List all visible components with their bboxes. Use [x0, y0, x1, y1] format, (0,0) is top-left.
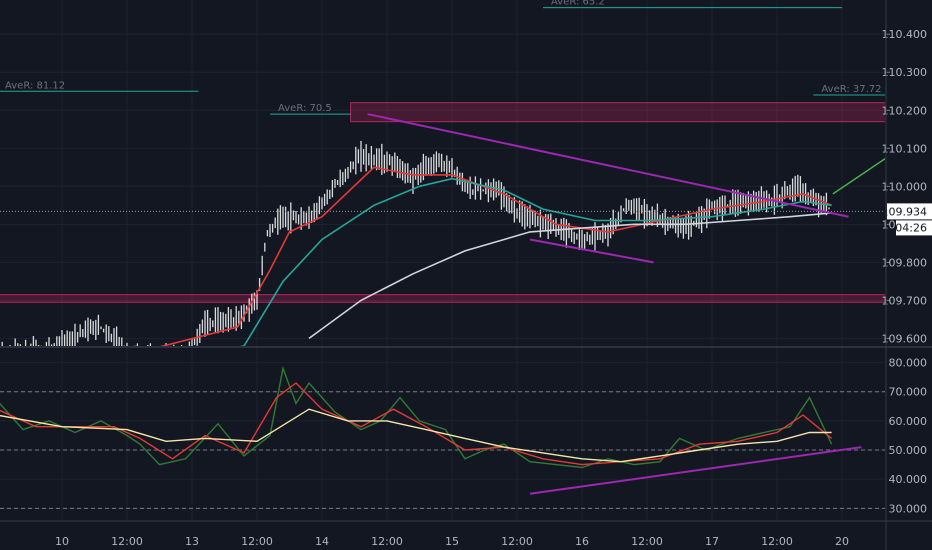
- svg-text:AveR: 81.12: AveR: 81.12: [5, 80, 65, 91]
- aver-label[interactable]: AveR: 70.5: [270, 103, 351, 115]
- time-tick-label: 20: [835, 535, 849, 548]
- time-tick-label: 10: [55, 535, 69, 548]
- svg-text:AveR: 65.2: AveR: 65.2: [551, 0, 605, 8]
- aver-label[interactable]: AveR: 81.12: [0, 80, 199, 92]
- time-tick-label: 13: [185, 535, 199, 548]
- rsi-tick-label: 80.000: [889, 357, 928, 370]
- last-price-badge: 109.934: [882, 203, 932, 220]
- time-axis[interactable]: 10 12:00 13 12:00 14 12:00 15 12:00 16 12:00 17 12:…: [55, 535, 849, 548]
- rsi-tick-label: 60.000: [889, 415, 928, 428]
- time-tick-label: 12:00: [631, 535, 663, 548]
- time-tick-label: 17: [705, 535, 719, 548]
- rsi-tick-label: 40.000: [889, 473, 928, 486]
- moving-average-line[interactable]: [308, 212, 832, 340]
- svg-text:AveR: 37.72: AveR: 37.72: [821, 84, 881, 95]
- resistance-zone[interactable]: [0, 294, 932, 303]
- price-tick-label: 109.700: [882, 294, 928, 307]
- resistance-zone[interactable]: [350, 102, 932, 123]
- rsi-tick-label: 70.000: [889, 386, 928, 399]
- rsi-panel[interactable]: [0, 362, 885, 509]
- aver-label[interactable]: AveR: 65.2: [543, 0, 842, 9]
- time-tick-label: 12:00: [241, 535, 273, 548]
- oscillator-line[interactable]: [0, 365, 833, 469]
- time-tick-label: 12:00: [761, 535, 793, 548]
- time-tick-label: 14: [315, 535, 329, 548]
- time-tick-label: 12:00: [501, 535, 533, 548]
- time-tick-label: 15: [445, 535, 459, 548]
- price-axis[interactable]: 110.400 110.300 110.200 110.100 110.000 109.9…: [882, 28, 932, 345]
- price-tick-label: 110.000: [882, 180, 928, 193]
- aver-label[interactable]: AveR: 37.72: [813, 84, 932, 96]
- candles[interactable]: [0, 140, 830, 373]
- trendline[interactable]: [529, 238, 654, 264]
- oscillator-line[interactable]: [0, 382, 833, 466]
- rsi-tick-label: 30.000: [889, 502, 928, 515]
- time-tick-label: 12:00: [371, 535, 403, 548]
- price-tick-label: 110.400: [882, 28, 928, 41]
- time-tick-label: 16: [575, 535, 589, 548]
- rsi-axis[interactable]: 80.000 70.000 60.000 50.000 40.000 30.000: [889, 357, 928, 516]
- moving-average-line[interactable]: [0, 166, 832, 353]
- svg-text:04:26: 04:26: [895, 221, 927, 234]
- moving-average-line[interactable]: [0, 177, 832, 369]
- trendline[interactable]: [367, 113, 849, 218]
- price-tick-label: 109.800: [882, 256, 928, 269]
- vertical-gridlines: [61, 0, 843, 520]
- price-tick-label: 110.200: [882, 104, 928, 117]
- rsi-tick-label: 50.000: [889, 444, 928, 457]
- trendline[interactable]: [529, 446, 862, 495]
- price-tick-label: 110.100: [882, 142, 928, 155]
- price-tick-label: 110.300: [882, 66, 928, 79]
- oscillator-line[interactable]: [0, 408, 832, 463]
- projection-arrow[interactable]: [832, 148, 901, 195]
- price-tick-label: 109.600: [882, 332, 928, 345]
- svg-text:109.934: 109.934: [882, 205, 928, 218]
- time-tick-label: 12:00: [111, 535, 143, 548]
- bar-countdown: 04:26: [895, 220, 932, 236]
- svg-text:AveR: 70.5: AveR: 70.5: [278, 103, 332, 114]
- price-panel[interactable]: AveR: 65.2 AveR: 81.12 AveR: 37.72 AveR: 70…: [0, 0, 932, 373]
